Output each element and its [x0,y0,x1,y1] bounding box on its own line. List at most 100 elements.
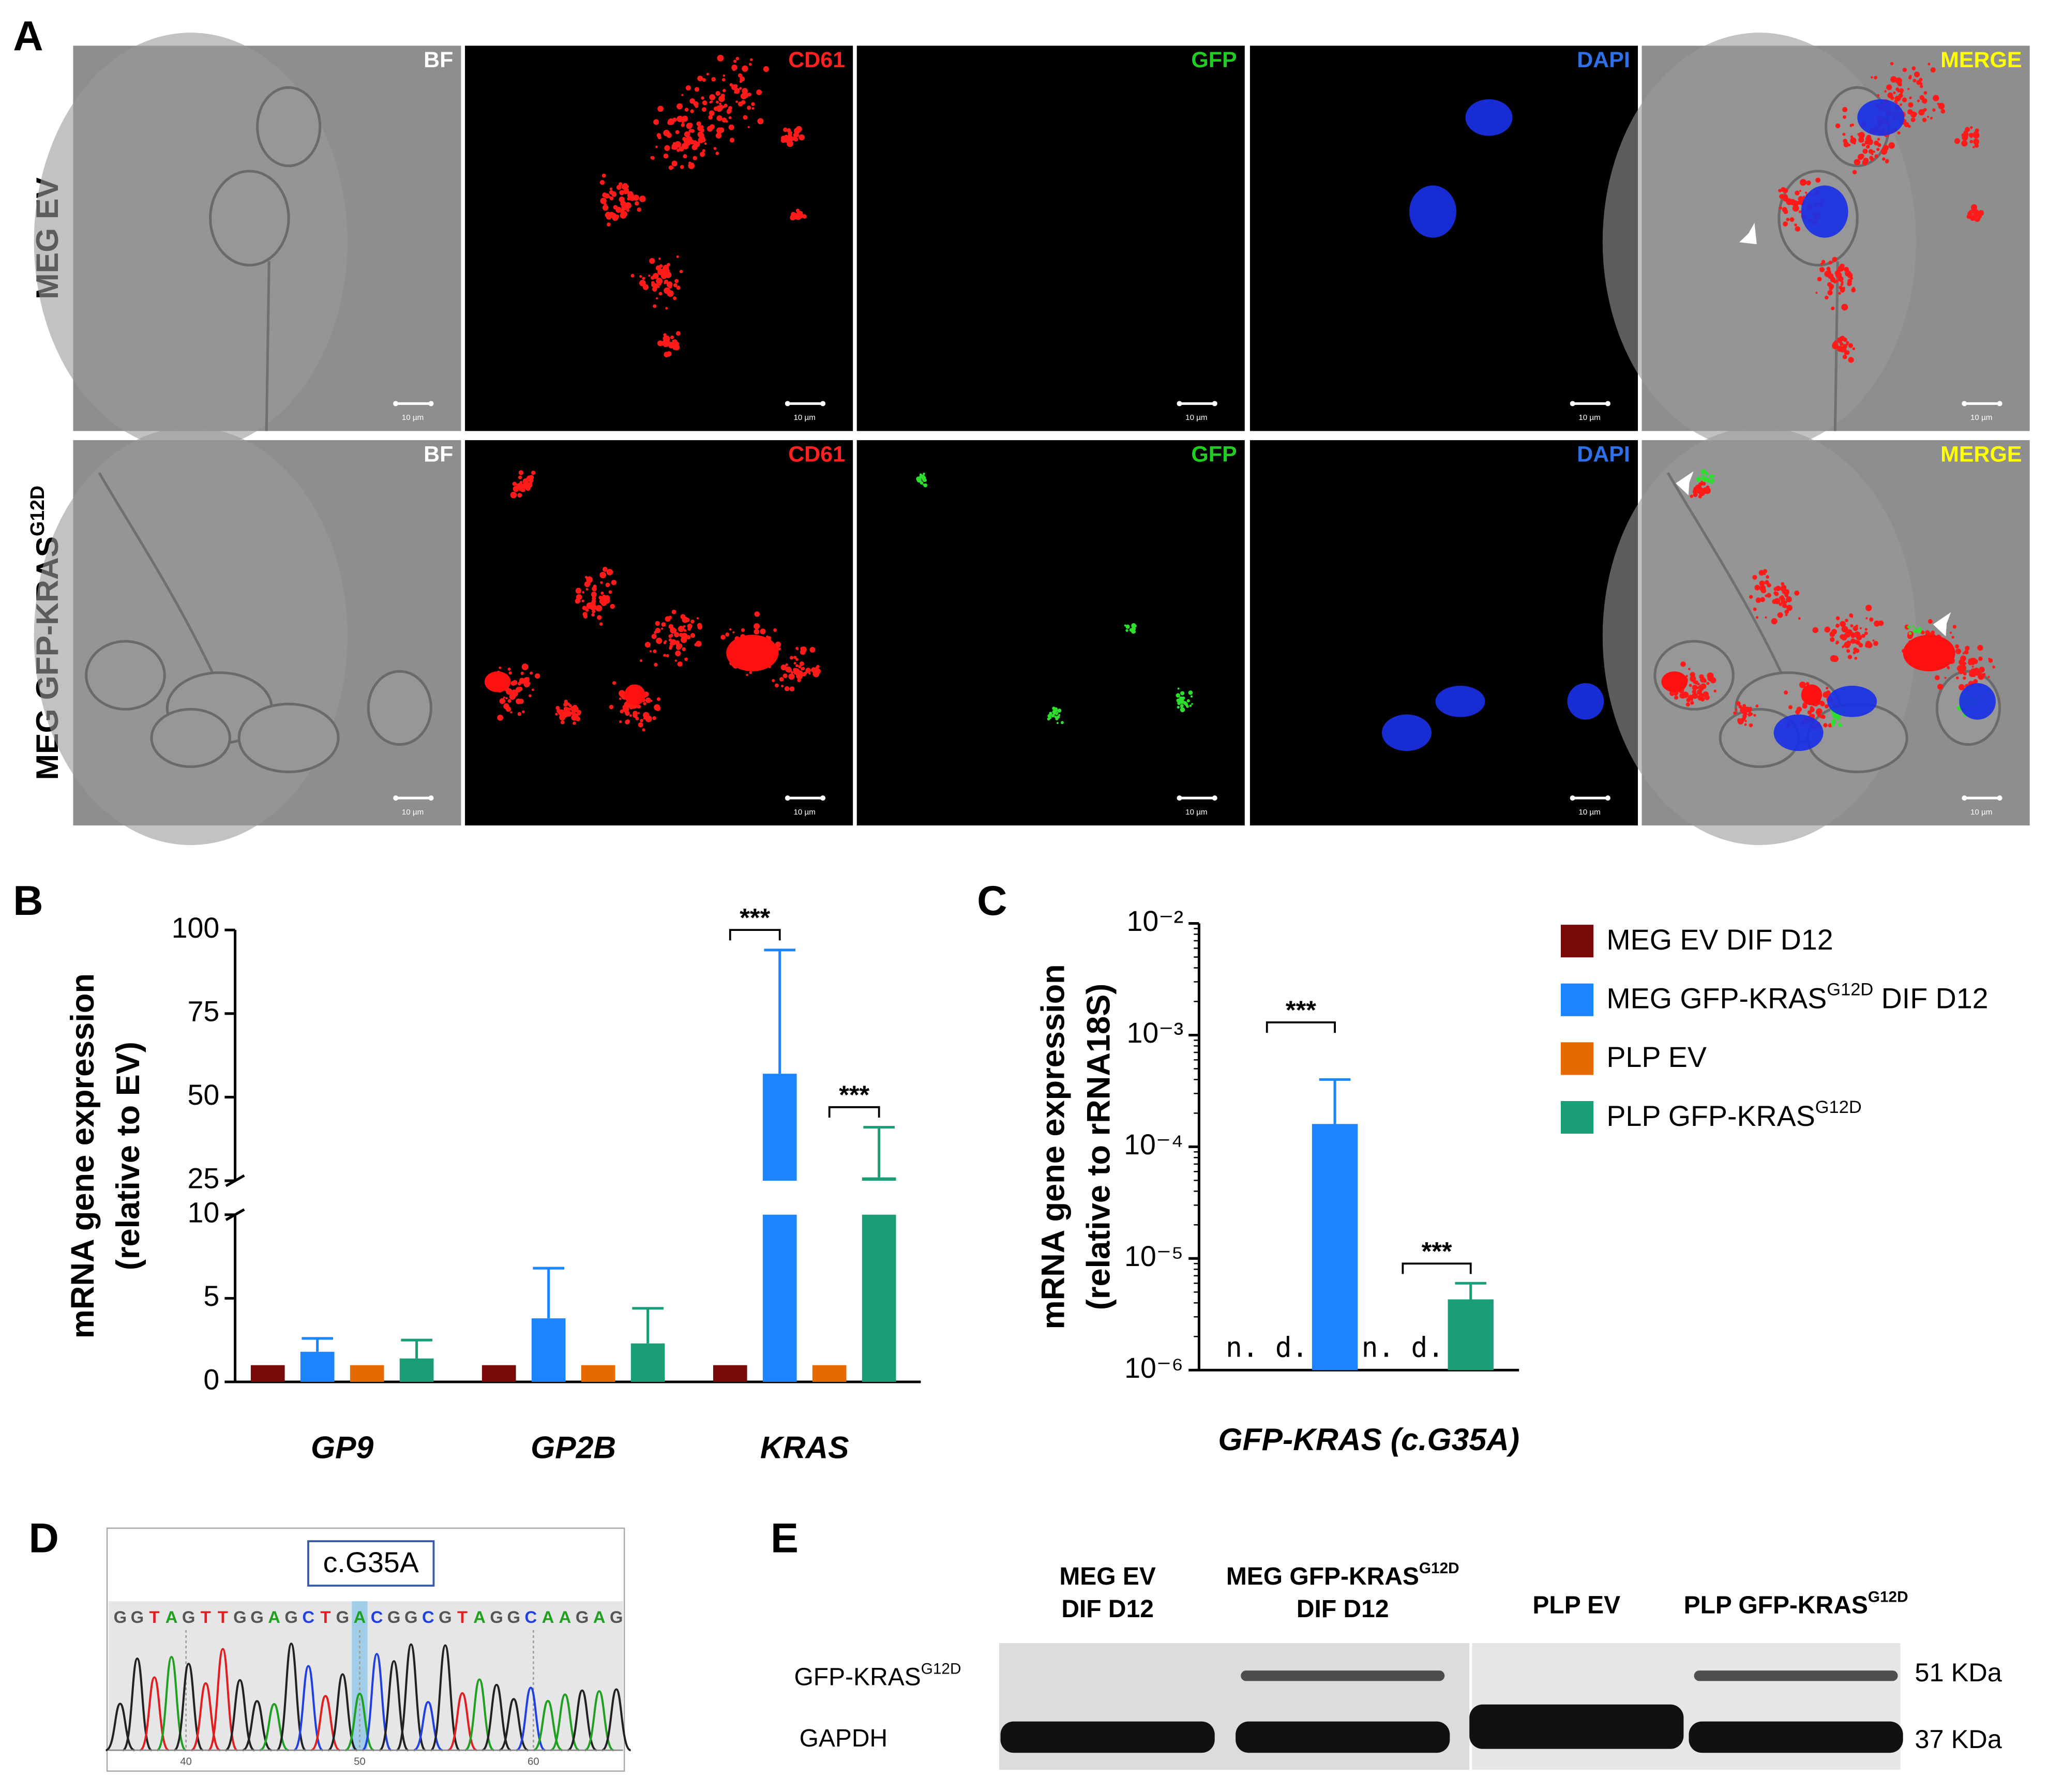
cd61-dot [787,667,792,673]
cd61-dot [627,197,630,201]
gfp-dot [1708,479,1712,483]
cd61-dot [780,138,786,143]
cd61-dot [652,287,657,292]
cd61-dot [1832,341,1839,348]
cd61-dot [1819,715,1823,719]
cd61-dot [600,198,607,204]
panel-label: B [13,878,43,924]
cd61-dot [773,628,777,632]
cd61-dot [1798,617,1801,620]
scale-bar-label: 10 µm [402,413,424,422]
gfp-dot [1704,471,1708,475]
cd61-dot [1802,703,1808,709]
gfp-dot [1060,721,1064,725]
cd61-dot [517,682,521,686]
micrograph: BF 10 µm [34,33,461,451]
cd61-dot [527,682,531,685]
mutation-box [307,1540,435,1587]
cd61-dot [686,123,692,129]
cd61-dot [781,685,784,688]
cd61-dot [690,109,695,113]
cd61-dot [497,714,504,721]
cd61-dot [1969,140,1974,144]
legend-label: PLP GFP-KRASG12D [1606,1097,1861,1132]
gfp-dot [1131,629,1135,633]
gapdh-band [1236,1721,1450,1753]
cd61-dot [1968,132,1974,138]
cd61-dot [1835,642,1838,645]
cd61-dot [1964,138,1966,141]
lane-label: PLP EV [1532,1591,1620,1619]
cd61-dot [795,126,802,132]
text-part: G12D [1815,1097,1862,1117]
cd61-dot [1893,77,1896,80]
cd61-dot [1692,692,1698,699]
cd61-dot [603,566,608,572]
cd61-dot [751,107,755,110]
cd61-dot [611,580,617,585]
cd61-dot [1775,585,1781,591]
cd61-dot [1859,627,1862,629]
cd61-dot [743,115,748,120]
cd61-dot [696,617,699,620]
cd61-dot [619,697,622,700]
cd61-dot [751,102,755,107]
cd61-dot [786,134,793,142]
cd61-dot [713,147,717,150]
significance-bracket [1402,1262,1472,1274]
cd61-dot [1982,673,1986,676]
cd61-dot [677,661,683,667]
cd61-dot [736,90,739,94]
cd61-dot [633,194,639,201]
cd61-dot [706,72,709,76]
cd61-dot [1810,706,1814,710]
bar [250,1365,285,1382]
cd61-dot [619,196,625,203]
cd61-dot [1699,693,1705,699]
cd61-dot [735,56,740,61]
y-tick-label: 10⁻⁶ [1124,1352,1183,1384]
base-call: G [114,1607,127,1627]
cd61-dot [1977,212,1983,218]
cd61-dot [677,643,683,649]
blot-row-label: GFP-KRASG12D [794,1661,961,1691]
cd61-dot [1760,588,1767,594]
cd61-dot [517,493,522,498]
cd61-dot [760,628,766,635]
cd61-dot [799,134,805,141]
cd61-dot [650,156,654,159]
y-axis-label: mRNA gene expression [1035,964,1071,1329]
cd61-dot [1804,191,1808,194]
gfp-dot [920,481,924,485]
cell-outline [85,640,166,711]
cd61-dot [1767,583,1771,588]
cd61-dot [1821,260,1826,264]
base-call: A [473,1607,486,1627]
text-part: PLP GFP-KRAS [1684,1591,1868,1619]
cd61-dot [555,713,558,716]
significance-bracket [1266,1021,1336,1033]
cd61-dot [1874,76,1877,80]
cd61-dot [673,283,677,288]
cd61-dot [1842,354,1847,359]
gfp-dot [1832,714,1837,718]
cd61-dot [733,59,737,63]
cd61-dot [635,716,639,720]
cd61-cluster [1801,684,1823,705]
bar [1312,1124,1358,1371]
cd61-dot [800,646,804,651]
scale-bar-label: 10 µm [1578,413,1600,422]
cd61-dot [513,486,519,492]
y-tick-label: 10⁻² [1127,905,1184,937]
cd61-dot [519,480,523,484]
gfp-dot [1710,481,1713,485]
cd61-dot [750,58,753,62]
position-label: 40 [180,1756,191,1767]
micrograph: CD61 10 µm [465,440,853,826]
cd61-dot [653,649,657,653]
cd61-dot [704,142,707,145]
cd61-dot [1874,154,1878,158]
cd61-dot [1842,645,1845,647]
shading [34,427,348,846]
bar [300,1351,335,1382]
